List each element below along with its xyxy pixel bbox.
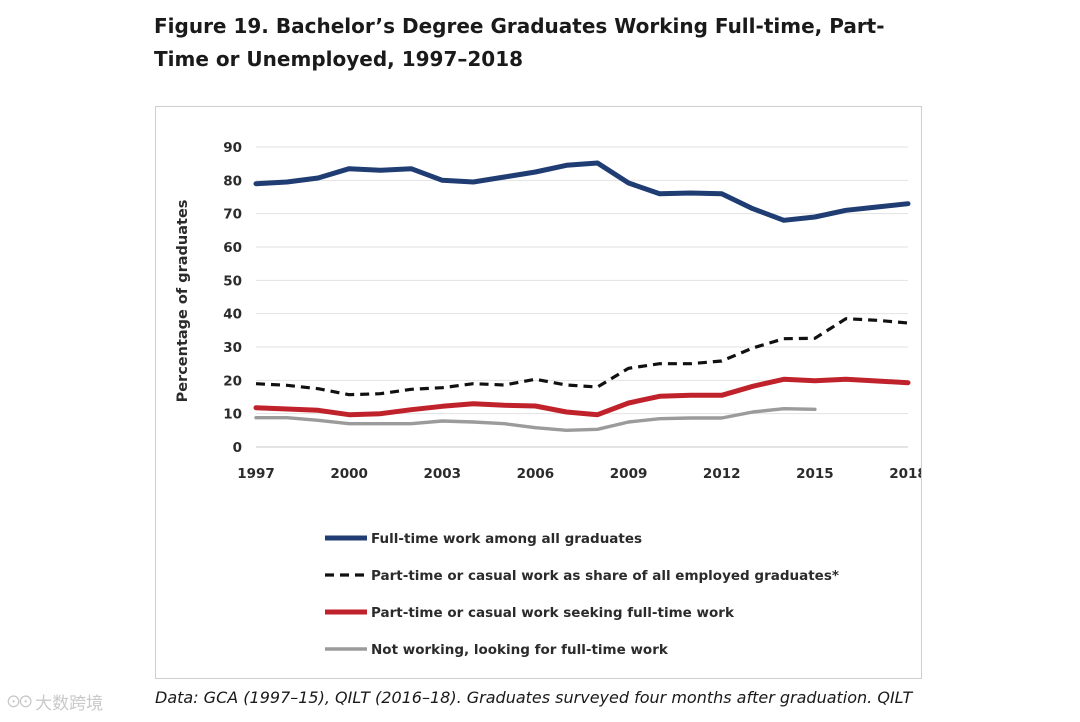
- x-tick-label: 2006: [517, 466, 555, 482]
- y-tick-label: 0: [233, 440, 242, 456]
- source-note: Data: GCA (1997–15), QILT (2016–18). Gra…: [155, 688, 913, 707]
- y-tick-label: 20: [223, 373, 242, 389]
- series-line-1: [253, 160, 911, 223]
- legend-label-4: Not working, looking for full-time work: [371, 642, 669, 658]
- chart-frame: 0 10 20 30 40 50 60 70 80 90 1997 2000 2003 2006 2009…: [155, 106, 922, 679]
- series-lines: [253, 160, 911, 432]
- x-tick-label: 2018: [889, 466, 921, 482]
- legend-label-1: Full-time work among all graduates: [371, 531, 642, 547]
- series-line-2: [255, 317, 909, 397]
- line-chart: 0 10 20 30 40 50 60 70 80 90 1997 2000 2003 2006 2009…: [175, 140, 921, 658]
- y-axis-ticks: 0 10 20 30 40 50 60 70 80 90: [223, 140, 242, 456]
- y-tick-label: 70: [223, 207, 242, 223]
- y-axis-label: Percentage of graduates: [175, 200, 191, 403]
- y-tick-label: 80: [223, 173, 242, 189]
- x-tick-label: 2015: [796, 466, 834, 482]
- x-tick-label: 2009: [610, 466, 648, 482]
- x-axis-ticks: 1997 2000 2003 2006 2009 2012 2015 2018: [237, 466, 921, 482]
- x-tick-label: 2003: [423, 466, 461, 482]
- series-line-3: [253, 376, 911, 418]
- legend-label-2: Part-time or casual work as share of all…: [371, 568, 839, 584]
- y-tick-label: 90: [223, 140, 242, 156]
- y-tick-label: 50: [223, 273, 242, 289]
- watermark-logo-icon: ⊙⊙: [6, 690, 33, 712]
- y-tick-label: 40: [223, 307, 242, 323]
- watermark-text: 大数跨境: [35, 693, 104, 714]
- x-tick-label: 2000: [330, 466, 368, 482]
- figure-title: Figure 19. Bachelor’s Degree Graduates W…: [154, 14, 885, 71]
- y-tick-label: 30: [223, 340, 242, 356]
- legend: Full-time work among all graduates Part-t…: [325, 531, 839, 658]
- legend-label-3: Part-time or casual work seeking full-ti…: [371, 605, 735, 621]
- y-tick-label: 60: [223, 240, 242, 256]
- x-tick-label: 2012: [703, 466, 741, 482]
- y-tick-label: 10: [223, 407, 242, 423]
- gridlines: [256, 146, 908, 448]
- watermark: ⊙⊙ 大数跨境: [6, 686, 146, 716]
- x-tick-label: 1997: [237, 466, 275, 482]
- series-line-4: [254, 407, 817, 432]
